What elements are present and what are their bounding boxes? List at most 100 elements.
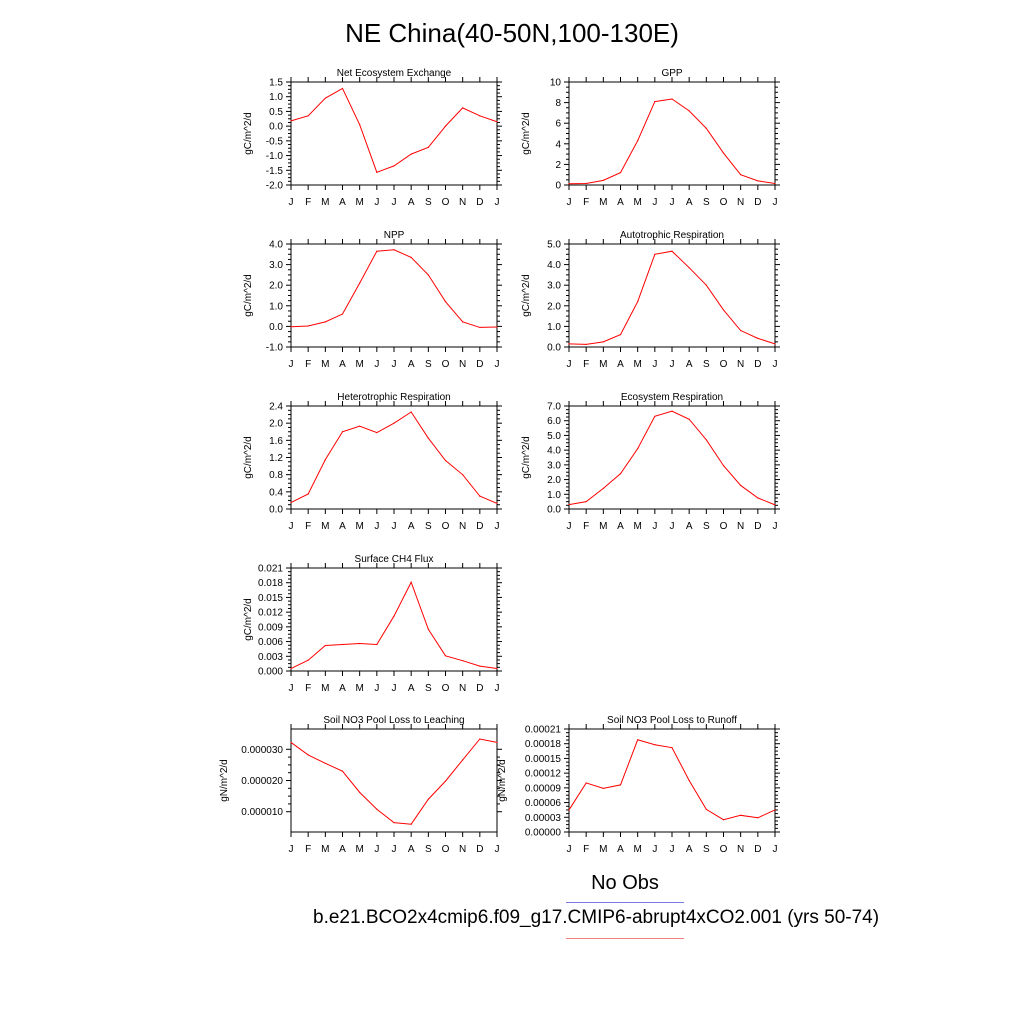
y-tick-label: 0.003 — [258, 652, 283, 663]
data-point — [637, 448, 639, 450]
data-point — [757, 180, 759, 182]
x-tick-label: N — [459, 683, 466, 694]
x-tick-label: A — [686, 521, 693, 532]
x-tick-label: N — [737, 359, 744, 370]
x-tick-label: A — [339, 683, 346, 694]
x-tick-label: A — [408, 359, 415, 370]
x-tick-label: J — [289, 683, 294, 694]
x-tick-label: J — [495, 683, 500, 694]
x-tick-label: O — [720, 359, 728, 370]
x-tick-label: A — [339, 197, 346, 208]
x-tick-label: M — [355, 359, 363, 370]
x-tick-label: J — [374, 359, 379, 370]
x-tick-label: S — [425, 359, 432, 370]
legend-model-label: b.e21.BCO2x4cmip6.f09_g17.CMIP6-abrupt4x… — [313, 907, 880, 928]
data-point — [444, 780, 447, 782]
x-tick-label: D — [754, 197, 761, 208]
chart-panel-7: Surface CH4 Flux gC/m^2/d 0.000 0.003 0.006 0… — [243, 554, 502, 694]
data-point — [290, 326, 292, 328]
x-tick-label: M — [599, 844, 607, 855]
series-line — [290, 87, 498, 173]
y-axis-label: gC/m^2/d — [521, 112, 532, 155]
x-tick-label: J — [652, 359, 657, 370]
data-point — [637, 140, 639, 142]
y-tick-label: 1.2 — [269, 453, 283, 464]
data-point — [410, 823, 412, 825]
legend-obs-line — [566, 902, 684, 903]
x-tick-label: S — [703, 197, 710, 208]
x-tick-label: A — [408, 683, 415, 694]
chart-title: GPP — [661, 68, 682, 79]
y-tick-label: -2.0 — [266, 181, 284, 192]
y-tick-label: 0 — [555, 181, 561, 192]
y-tick-label: 7.0 — [547, 402, 561, 413]
x-tick-label: J — [670, 844, 675, 855]
data-point — [585, 782, 587, 784]
data-point — [410, 411, 412, 413]
x-tick-label: O — [442, 521, 450, 532]
x-tick-label: S — [703, 359, 710, 370]
x-tick-label: J — [652, 197, 657, 208]
x-tick-label: J — [392, 197, 397, 208]
data-point — [585, 343, 587, 345]
data-point — [568, 503, 570, 506]
y-axis-label: gC/m^2/d — [243, 274, 254, 317]
chart-title: Soil NO3 Pool Loss to Leaching — [323, 715, 464, 726]
data-point — [671, 98, 673, 100]
x-tick-label: A — [339, 844, 346, 855]
y-axis-label: gN/m^2/d — [219, 759, 230, 802]
data-point — [568, 809, 570, 811]
data-point — [637, 301, 639, 303]
x-tick-label: J — [289, 844, 294, 855]
data-point — [688, 418, 690, 420]
y-tick-label: 0.009 — [258, 622, 283, 633]
y-tick-label: -1.0 — [266, 343, 284, 354]
x-tick-label: A — [686, 844, 693, 855]
x-tick-label: A — [617, 844, 624, 855]
data-point — [359, 791, 361, 793]
data-point — [376, 808, 378, 810]
data-point — [637, 739, 639, 741]
data-point — [479, 738, 481, 740]
x-tick-label: M — [633, 844, 641, 855]
x-tick-label: A — [617, 359, 624, 370]
y-tick-label: -1.5 — [266, 166, 284, 177]
y-tick-label: 0.00021 — [525, 725, 562, 736]
y-tick-label: 0.00000 — [525, 828, 562, 839]
x-tick-label: M — [321, 521, 329, 532]
data-point — [410, 581, 412, 583]
data-point — [740, 814, 742, 816]
data-point — [774, 182, 776, 185]
x-tick-label: J — [567, 359, 572, 370]
series-line — [568, 98, 776, 185]
y-tick-label: 4 — [555, 139, 561, 150]
data-point — [654, 415, 656, 417]
y-tick-label: -1.0 — [266, 151, 284, 162]
y-tick-label: 0.000010 — [241, 807, 283, 818]
x-tick-label: F — [305, 197, 311, 208]
data-point — [705, 127, 707, 129]
chart-title: Net Ecosystem Exchange — [337, 68, 452, 79]
chart-panel-9: Soil NO3 Pool Loss to Runoff gN/m^2/d 0.00… — [497, 715, 780, 855]
x-tick-label: S — [425, 683, 432, 694]
x-tick-label: O — [442, 844, 450, 855]
x-tick-label: J — [567, 844, 572, 855]
y-axis-label: gC/m^2/d — [243, 436, 254, 479]
y-tick-label: 0.0 — [269, 505, 283, 516]
x-tick-label: M — [321, 844, 329, 855]
data-point — [410, 256, 412, 258]
y-tick-label: 4.0 — [547, 260, 561, 271]
data-point — [705, 439, 707, 441]
x-tick-label: F — [583, 521, 589, 532]
data-point — [568, 343, 570, 345]
plot-frame — [568, 81, 776, 186]
data-point — [757, 337, 759, 339]
data-point — [496, 741, 498, 744]
data-point — [496, 326, 498, 328]
data-point — [290, 120, 292, 122]
y-axis-label: gC/m^2/d — [243, 112, 254, 155]
data-point — [427, 437, 429, 439]
x-tick-label: O — [442, 359, 450, 370]
data-point — [740, 174, 742, 176]
y-tick-label: 2.0 — [547, 301, 561, 312]
